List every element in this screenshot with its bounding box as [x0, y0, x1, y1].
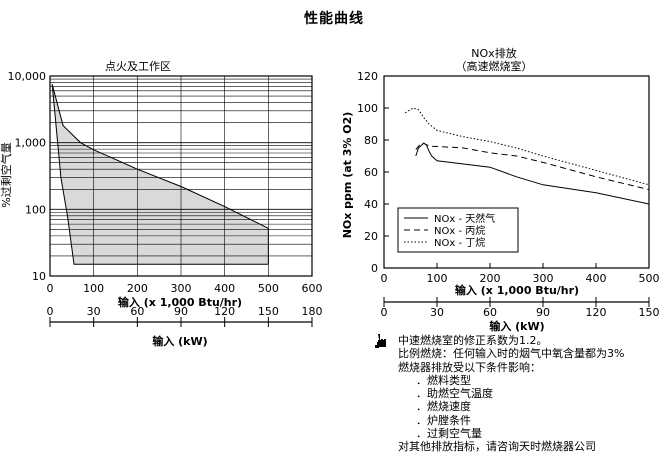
factor-item: ．炉膛条件 — [416, 413, 471, 427]
x-tick-label: 300 — [171, 282, 192, 295]
x-tick-label: 100 — [427, 272, 448, 285]
chart2-x2label: 输入 (kW) — [489, 319, 544, 333]
x-tick-label: 200 — [127, 282, 148, 295]
y-tick-label: 120 — [357, 70, 378, 83]
x-tick-label: 500 — [639, 272, 660, 285]
legend-label: NOx - 天然气 — [434, 212, 495, 225]
chart2-subtitle: （高速燃烧室） — [456, 59, 533, 73]
factor-item: ．燃烧速度 — [416, 400, 471, 414]
kw-tick-label: 60 — [130, 305, 144, 318]
chart2-title: NOx排放 — [471, 46, 516, 60]
x-tick-label: 0 — [47, 282, 54, 295]
page-title: 性能曲线 — [304, 11, 364, 27]
note-line-1: 中速燃烧室的修正系数为1.2。 — [398, 334, 548, 347]
kw-tick-label: 90 — [174, 305, 188, 318]
kw-tick-label: 120 — [586, 306, 607, 319]
kw-tick-label: 30 — [87, 305, 101, 318]
y-tick-label: 10 — [32, 270, 46, 283]
x-tick-label: 100 — [83, 282, 104, 295]
x-tick-label: 200 — [480, 272, 501, 285]
factor-item: ．过剩空气量 — [416, 427, 482, 441]
x-tick-label: 500 — [258, 282, 279, 295]
kw-tick-label: 0 — [381, 306, 388, 319]
x-tick-label: 0 — [381, 272, 388, 285]
y-tick-label: 100 — [357, 102, 378, 115]
operating-region — [52, 84, 269, 265]
x-tick-label: 600 — [302, 282, 323, 295]
chart2-frame — [383, 75, 650, 269]
y-tick-label: 40 — [364, 198, 378, 211]
legend-box — [397, 207, 519, 253]
x-tick-label: 300 — [533, 272, 554, 285]
kw-tick-label: 150 — [258, 305, 279, 318]
y-tick-label: 80 — [364, 134, 378, 147]
chart1-ylabel: %过剩空气量 — [0, 142, 13, 207]
kw-tick-label: 90 — [536, 306, 550, 319]
hand-pointer-icon — [375, 334, 386, 348]
chart1-xlabel: 输入 (x 1,000 Btu/hr) — [118, 295, 242, 309]
factor-item: ．燃料类型 — [416, 373, 471, 387]
series-line — [415, 142, 650, 191]
y-tick-label: 20 — [364, 230, 378, 243]
series-line — [404, 107, 650, 186]
upper-boundary-line — [51, 84, 269, 229]
note-panel: 中速燃烧室的修正系数为1.2。 比例燃烧：任何输入时的烟气中氧含量都为3% 燃烧… — [398, 334, 663, 454]
kw-tick-label: 150 — [639, 306, 660, 319]
kw-tick-label: 30 — [430, 306, 444, 319]
chart1-x2label: 输入 (kW) — [152, 334, 207, 348]
kw-tick-label: 0 — [47, 305, 54, 318]
note-line-3: 燃烧器排放受以下条件影响： — [398, 360, 541, 374]
kw-tick-label: 120 — [214, 305, 235, 318]
note-line-2: 比例燃烧：任何输入时的烟气中氧含量都为3% — [398, 347, 625, 361]
kw-tick-label: 180 — [302, 305, 323, 318]
y-tick-label: 100 — [25, 203, 46, 216]
y-tick-label: 0 — [371, 262, 378, 275]
factor-item: ．助燃空气温度 — [416, 387, 493, 401]
series-line — [415, 142, 650, 205]
kw-tick-label: 60 — [483, 306, 497, 319]
chart2-ylabel: NOx ppm (at 3% O2) — [341, 112, 354, 239]
legend-label: NOx - 丙烷 — [434, 224, 485, 237]
chart1-title: 点火及工作区 — [105, 60, 171, 73]
y-tick-label: 60 — [364, 166, 378, 179]
x-tick-label: 400 — [214, 282, 235, 295]
note-footer: 对其他排放指标，请咨询天时燃烧器公司 — [398, 440, 596, 454]
chart1-frame — [49, 75, 313, 277]
y-tick-label: 10,000 — [8, 70, 47, 83]
legend-label: NOx - 丁烷 — [434, 236, 485, 249]
y-tick-label: 1,000 — [15, 137, 47, 150]
chart2-xlabel: 输入 (x 1,000 Btu/hr) — [455, 283, 579, 297]
x-tick-label: 400 — [586, 272, 607, 285]
lower-boundary-line — [51, 84, 269, 265]
